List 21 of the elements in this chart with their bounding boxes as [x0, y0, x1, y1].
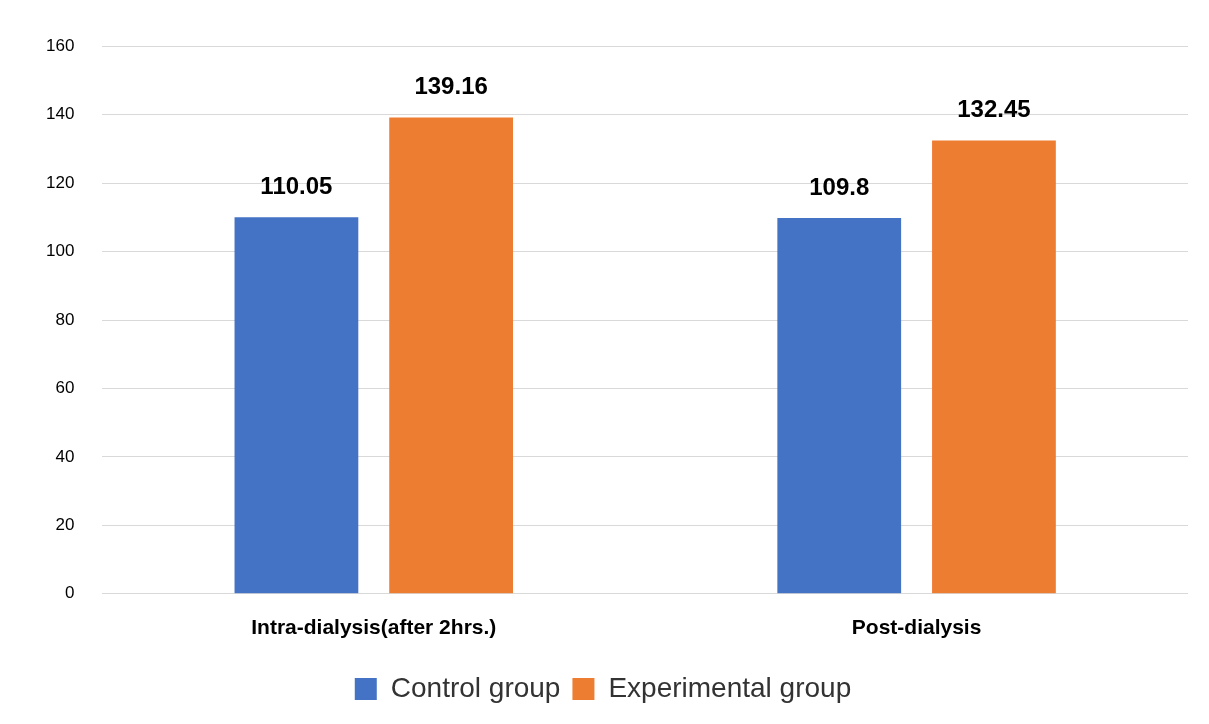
data-label: 109.8: [809, 172, 870, 200]
y-tick-label: 100: [45, 241, 75, 261]
x-tick-label: Intra-dialysis(after 2hrs.): [251, 615, 497, 639]
x-tick-label: Post-dialysis: [851, 615, 982, 639]
bar: [234, 217, 359, 594]
y-tick-label: 120: [45, 172, 75, 192]
data-label: 139.16: [414, 72, 488, 100]
y-tick-label: 160: [45, 35, 75, 55]
y-tick-label: 80: [55, 309, 75, 329]
bar: [932, 140, 1056, 594]
y-tick-label: 60: [55, 378, 75, 398]
y-tick-label: 20: [55, 515, 75, 535]
legend-label: Experimental group: [608, 671, 852, 703]
y-tick-label: 40: [55, 446, 75, 466]
y-tick-label: 140: [45, 104, 75, 124]
data-label: 132.45: [957, 95, 1031, 123]
data-label: 110.05: [260, 171, 333, 199]
y-tick-label: 0: [64, 583, 75, 603]
bar: [777, 218, 902, 594]
legend-label: Control group: [390, 671, 561, 703]
bar: [389, 117, 514, 594]
